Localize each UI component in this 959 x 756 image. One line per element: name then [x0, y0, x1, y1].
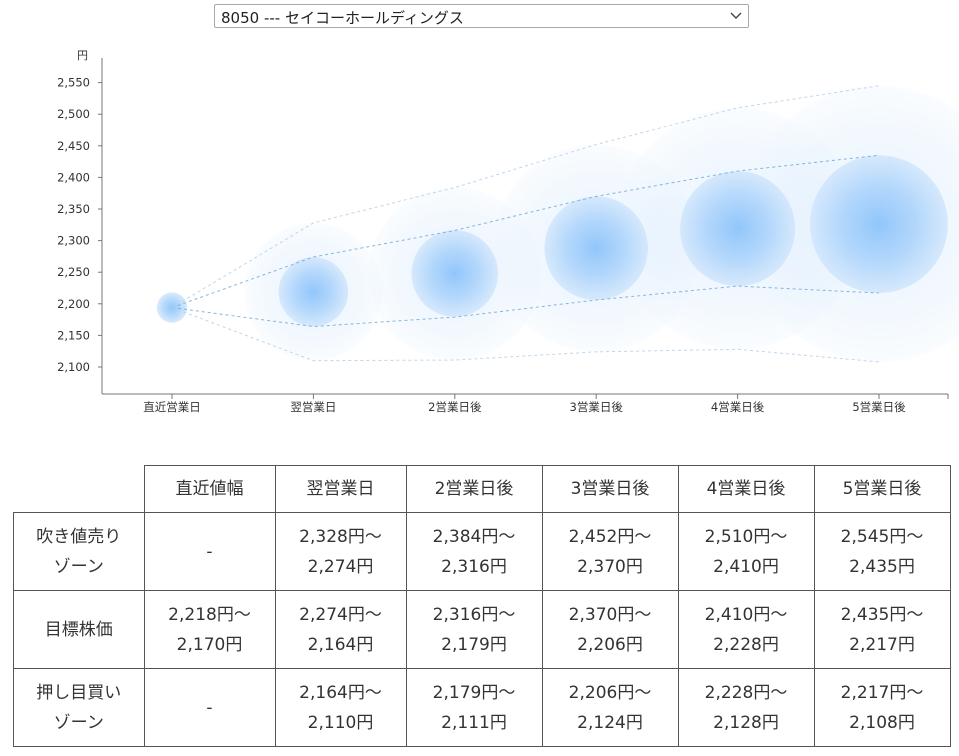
x-tick-label: 3営業日後: [570, 400, 624, 414]
table-cell: 2,435円～ 2,217円: [813, 590, 951, 669]
row-label: 目標株価: [13, 590, 145, 669]
column-header: 直近値幅: [143, 465, 276, 513]
y-tick-label: 2,500: [57, 107, 90, 121]
x-tick-label: 翌営業日: [290, 400, 336, 414]
table-cell: 2,545円～ 2,435円: [813, 512, 951, 591]
y-tick-label: 2,550: [57, 76, 90, 90]
table-header-row: 直近値幅 翌営業日 2営業日後 3営業日後 4営業日後 5営業日後: [13, 465, 951, 513]
table-cell: 2,452円～ 2,370円: [541, 512, 679, 591]
y-tick-label: 2,150: [57, 328, 90, 342]
x-tick-label: 2営業日後: [428, 400, 482, 414]
target-bubble: [680, 171, 796, 287]
table-cell: 2,179円～ 2,111円: [405, 668, 543, 747]
y-tick-label: 2,300: [57, 234, 90, 248]
x-tick-label: 直近営業日: [143, 400, 201, 414]
target-low-line: [171, 285, 880, 328]
y-tick-label: 2,250: [57, 265, 90, 279]
column-header: 5営業日後: [813, 465, 951, 513]
y-tick-label: 2,350: [57, 202, 90, 216]
column-header: 翌営業日: [274, 465, 407, 513]
table-cell: 2,370円～ 2,206円: [541, 590, 679, 669]
target-bubble: [411, 230, 499, 317]
table-corner: [13, 465, 145, 513]
target-bubble: [544, 196, 649, 301]
stock-select[interactable]: 8050 --- セイコーホールディングス: [214, 4, 749, 28]
table-row-sell-zone: 吹き値売り ゾーン - 2,328円～ 2,274円 2,384円～ 2,316円 2…: [13, 512, 951, 591]
forecast-table: 直近値幅 翌営業日 2営業日後 3営業日後 4営業日後 5営業日後 吹き値売りゾ…: [13, 465, 951, 747]
sell-zone-line: [171, 85, 880, 309]
column-header: 2営業日後: [405, 465, 543, 513]
table-cell: 2,218円～ 2,170円: [143, 590, 276, 669]
stock-select-value: 8050 --- セイコーホールディングス: [221, 9, 464, 27]
table-cell: 2,510円～ 2,410円: [677, 512, 815, 591]
table-cell: -: [143, 668, 276, 747]
table-cell: -: [143, 512, 276, 591]
target-high-line: [171, 154, 880, 309]
table-row-target-price: 目標株価 2,218円～ 2,170円 2,274円～ 2,164円 2,316円～…: [13, 590, 951, 669]
target-bubble: [810, 155, 948, 294]
y-axis-unit: 円: [77, 49, 88, 62]
row-label: 吹き値売り ゾーン: [13, 512, 145, 591]
y-tick-label: 2,100: [57, 360, 90, 374]
table-cell: 2,274円～ 2,164円: [274, 590, 407, 669]
table-cell: 2,206円～ 2,124円: [541, 668, 679, 747]
table-cell: 2,410円～ 2,228円: [677, 590, 815, 669]
column-header: 3営業日後: [541, 465, 679, 513]
row-label: 押し目買い ゾーン: [13, 668, 145, 747]
y-tick-label: 2,200: [57, 297, 90, 311]
x-tick-label: 4営業日後: [711, 400, 765, 414]
x-tick-label: 5営業日後: [852, 400, 906, 414]
table-cell: 2,217円～ 2,108円: [813, 668, 951, 747]
table-cell: 2,328円～ 2,274円: [274, 512, 407, 591]
table-cell: 2,384円～ 2,316円: [405, 512, 543, 591]
table-cell: 2,228円～ 2,128円: [677, 668, 815, 747]
table-cell: 2,164円～ 2,110円: [274, 668, 407, 747]
y-tick-label: 2,400: [57, 170, 90, 184]
chevron-down-icon[interactable]: [729, 6, 743, 26]
table-cell: 2,316円～ 2,179円: [405, 590, 543, 669]
table-row-buy-zone: 押し目買い ゾーン - 2,164円～ 2,110円 2,179円～ 2,111円 2…: [13, 668, 951, 747]
column-header: 4営業日後: [677, 465, 815, 513]
target-bubble: [278, 257, 349, 327]
forecast-chart: 円 2,100 2,150 2,200 2,250 2,300 2,350 2,400 2,45…: [57, 49, 959, 414]
y-tick-label: 2,450: [57, 139, 90, 153]
